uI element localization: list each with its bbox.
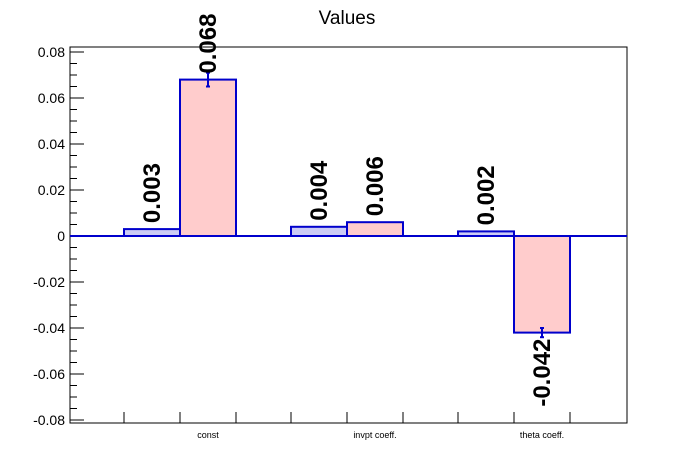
bar-value-label: 0.002 bbox=[473, 165, 500, 225]
data-labels: 0.003 0.004 0.002 0.068 0.006 -0.042 bbox=[139, 14, 556, 407]
y-tick-label: 0 bbox=[57, 228, 65, 244]
bar-value-label: 0.003 bbox=[139, 163, 166, 223]
x-tick-label: const bbox=[197, 430, 219, 440]
y-tick-label: -0.06 bbox=[33, 366, 65, 382]
y-tick-label: -0.04 bbox=[33, 320, 65, 336]
x-axis: const invpt coeff. theta coeff. bbox=[123, 412, 571, 440]
bar bbox=[179, 78, 237, 237]
y-tick-label: -0.02 bbox=[33, 274, 65, 290]
bar-value-label: 0.006 bbox=[362, 156, 389, 216]
y-tick-label: 0.02 bbox=[38, 182, 65, 198]
y-tick-label: 0.08 bbox=[38, 44, 65, 60]
bar-value-label: 0.004 bbox=[306, 160, 333, 221]
bar-value-label: 0.068 bbox=[195, 14, 222, 74]
bar bbox=[123, 228, 181, 238]
y-tick-label: 0.04 bbox=[38, 136, 65, 152]
bar-value-label: -0.042 bbox=[529, 339, 556, 407]
chart-title: Values bbox=[319, 8, 376, 29]
x-tick-label: theta coeff. bbox=[520, 430, 564, 440]
x-tick-label: invpt coeff. bbox=[353, 430, 396, 440]
bars bbox=[123, 71, 571, 339]
bar bbox=[346, 221, 404, 237]
y-tick-label: 0.06 bbox=[38, 90, 65, 106]
y-tick-label: -0.08 bbox=[33, 412, 65, 428]
bar bbox=[513, 235, 571, 334]
bar bbox=[290, 225, 348, 238]
